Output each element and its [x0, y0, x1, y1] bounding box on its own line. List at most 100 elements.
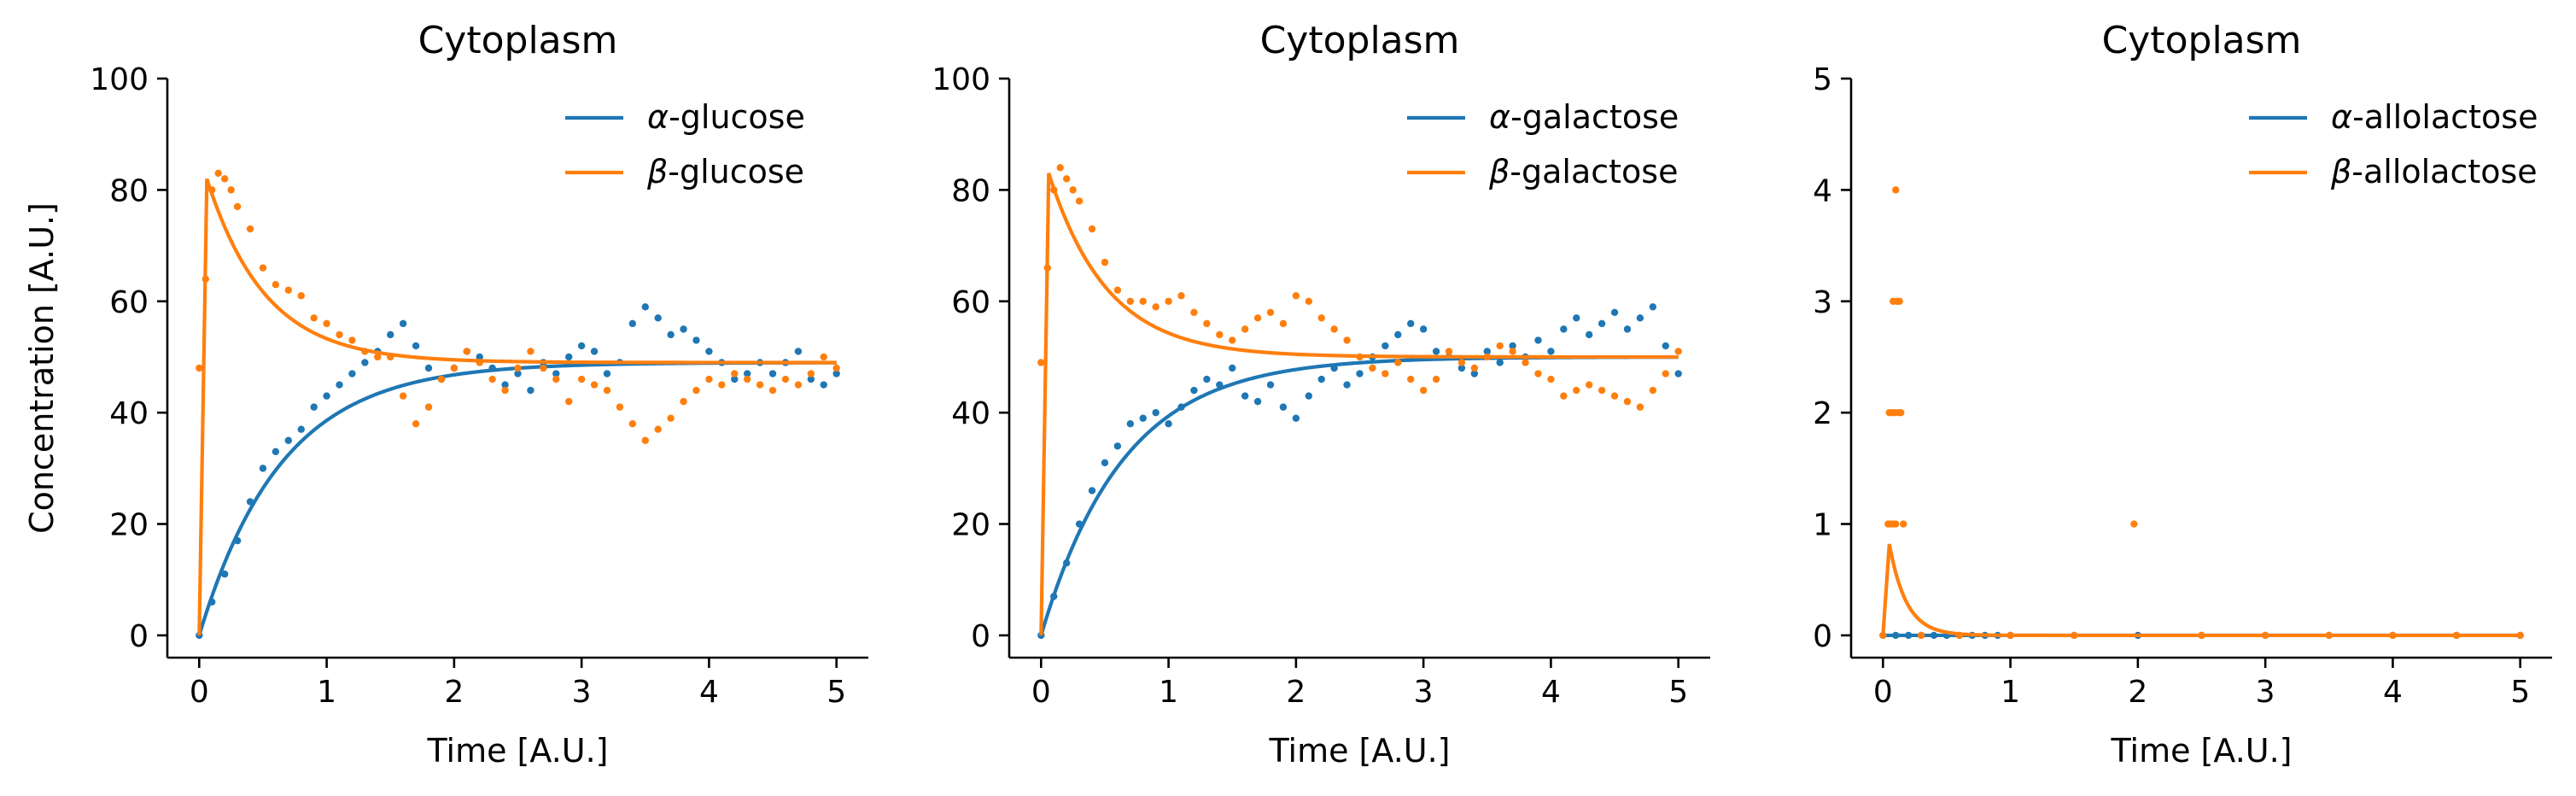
data-point: [1037, 359, 1045, 366]
data-point: [463, 348, 470, 355]
data-point: [1292, 292, 1300, 300]
legend-entry-beta-allolactose: β-allolactose: [2330, 153, 2538, 190]
data-point: [1470, 370, 1479, 378]
data-point: [832, 364, 840, 372]
data-point: [310, 314, 318, 322]
x-tick-label: 0: [1873, 675, 1893, 710]
data-point: [348, 337, 356, 344]
data-point: [1190, 386, 1198, 395]
data-point: [1917, 631, 1925, 640]
data-point: [781, 375, 790, 383]
data-point: [1573, 314, 1580, 322]
data-point: [628, 419, 637, 428]
data-point: [1165, 419, 1172, 428]
data-point: [540, 364, 547, 372]
data-point: [1216, 331, 1224, 339]
x-tick-label: 5: [827, 675, 846, 710]
data-point: [399, 319, 407, 328]
data-point: [1056, 164, 1064, 172]
data-point: [1394, 359, 1402, 366]
data-point: [1897, 408, 1905, 417]
panel-galactose: Cytoplasm Time [A.U.] α-galactose β-gala…: [932, 19, 1710, 770]
data-point: [654, 314, 662, 322]
x-tick-label: 4: [2383, 675, 2403, 710]
data-point: [1445, 348, 1453, 355]
y-tick-label: 1: [1813, 508, 1832, 543]
data-point: [1610, 308, 1619, 317]
data-point: [1330, 325, 1338, 333]
data-point: [1674, 370, 1682, 378]
data-point: [641, 436, 649, 444]
data-point: [1266, 381, 1275, 389]
y-tick-label: 5: [1813, 62, 1832, 97]
data-point: [227, 186, 235, 194]
data-point: [1229, 337, 1236, 344]
data-point: [1381, 342, 1389, 350]
data-point: [501, 386, 509, 395]
data-point: [1253, 397, 1262, 406]
data-point: [1356, 370, 1364, 378]
data-point: [220, 175, 229, 183]
data-point: [552, 375, 560, 383]
y-tick-label: 40: [951, 396, 990, 431]
data-point: [336, 381, 343, 389]
data-point: [1062, 175, 1071, 183]
data-point: [297, 292, 305, 300]
data-point: [1253, 314, 1262, 322]
data-point: [527, 386, 534, 395]
data-point: [552, 370, 560, 378]
data-point: [1419, 386, 1428, 395]
x-axis-label: Time [A.U.]: [1268, 732, 1450, 770]
data-point: [259, 264, 267, 272]
data-point: [272, 281, 280, 289]
data-point: [1892, 186, 1900, 194]
data-point: [590, 348, 599, 355]
data-point: [1152, 408, 1159, 417]
data-point: [692, 337, 700, 344]
data-point: [718, 381, 726, 389]
data-point: [680, 397, 687, 406]
data-point: [832, 370, 840, 378]
data-point: [1139, 297, 1147, 305]
data-point: [1069, 186, 1077, 194]
model-line: [197, 360, 837, 636]
data-point: [1088, 487, 1096, 495]
data-point: [1394, 331, 1402, 339]
data-point: [1547, 375, 1555, 383]
data-point: [1598, 319, 1606, 328]
data-point: [1560, 325, 1568, 333]
data-point: [1585, 331, 1593, 339]
x-axis-label: Time [A.U.]: [2110, 732, 2292, 770]
y-tick-label: 0: [971, 619, 990, 654]
data-point: [1203, 319, 1211, 328]
data-point: [820, 381, 827, 389]
data-point: [1534, 370, 1542, 378]
data-point: [1292, 414, 1300, 422]
data-point: [794, 348, 803, 355]
data-point: [1457, 364, 1466, 372]
data-point: [1674, 348, 1682, 355]
data-point: [1101, 258, 1109, 266]
data-point: [1457, 359, 1466, 366]
data-point: [743, 375, 751, 383]
x-tick-label: 1: [1159, 675, 1178, 710]
model-line: [197, 178, 837, 635]
data-point: [756, 381, 764, 389]
data-point: [1509, 342, 1516, 350]
data-point: [807, 375, 815, 383]
legend-entry-beta-glucose: β-glucose: [646, 153, 804, 190]
data-point: [527, 348, 534, 355]
y-tick-label: 60: [109, 285, 149, 320]
data-point: [1892, 520, 1900, 528]
y-tick-label: 3: [1813, 285, 1832, 320]
data-point: [1662, 342, 1669, 350]
data-point: [1636, 314, 1644, 322]
data-point: [437, 375, 446, 383]
x-tick-label: 3: [572, 675, 592, 710]
data-point: [297, 425, 305, 433]
data-point: [616, 403, 624, 411]
data-point: [680, 325, 687, 333]
data-point: [336, 331, 343, 339]
y-tick-label: 4: [1813, 173, 1832, 208]
series-beta: [196, 169, 840, 635]
